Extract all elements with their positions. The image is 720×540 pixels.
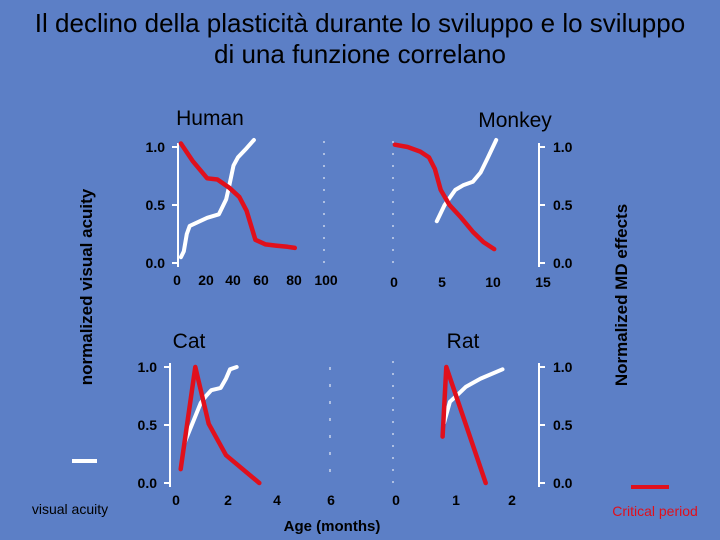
legend-critical-period-label: Critical period bbox=[612, 503, 698, 519]
panel-rat-x-tick-label: 0 bbox=[392, 492, 400, 508]
legend-visual-acuity-label: visual acuity bbox=[31, 501, 109, 517]
panel-rat-x-tick-label: 1 bbox=[452, 492, 460, 508]
panel-cat-y-tick-label: 0.5 bbox=[138, 417, 158, 433]
panel-human-critical-period-line bbox=[178, 141, 298, 251]
panel-human-y-tick-label: 1.0 bbox=[146, 139, 166, 155]
panel-cat-x-tick-label: 2 bbox=[224, 492, 232, 508]
panel-rat-y-tick-label: 0.5 bbox=[553, 417, 573, 433]
panel-rat-x-tick-label: 2 bbox=[508, 492, 516, 508]
panel-human-x-tick-label: 60 bbox=[253, 272, 269, 288]
panel-human-x-tick-label: 100 bbox=[314, 272, 338, 288]
panel-human-x-tick-label: 0 bbox=[173, 272, 181, 288]
panel-human-y-tick-label: 0.0 bbox=[146, 255, 166, 271]
panel-cat-critical-period-line bbox=[178, 364, 262, 486]
panel-monkey-title: Monkey bbox=[478, 109, 552, 132]
left-axis-title: normalized visual acuity bbox=[77, 188, 96, 385]
panel-monkey-x-tick-label: 5 bbox=[438, 274, 446, 290]
right-axis-title: Normalized MD effects bbox=[612, 204, 631, 386]
panel-monkey-critical-period-line bbox=[392, 142, 497, 252]
panel-human-y-tick-label: 0.5 bbox=[146, 197, 166, 213]
panel-monkey-y-tick-label: 1.0 bbox=[553, 139, 573, 155]
panel-cat-x-tick-label: 0 bbox=[172, 492, 180, 508]
panel-monkey-x-tick-label: 15 bbox=[535, 274, 551, 290]
panel-rat-visual-acuity-line bbox=[442, 367, 505, 425]
panel-cat-y-tick-label: 1.0 bbox=[138, 359, 158, 375]
x-axis-title: Age (months) bbox=[284, 518, 381, 535]
panel-human-x-tick-label: 40 bbox=[225, 272, 241, 288]
panel-rat-title: Rat bbox=[447, 330, 480, 353]
panel-human-title: Human bbox=[176, 107, 244, 130]
panel-monkey-x-tick-label: 0 bbox=[390, 274, 398, 290]
slide-title: Il declino della plasticità durante lo s… bbox=[34, 8, 686, 69]
panel-cat-x-tick-label: 4 bbox=[273, 492, 281, 508]
panel-monkey-y-tick-label: 0.5 bbox=[553, 197, 573, 213]
panel-cat-x-tick-label: 6 bbox=[327, 492, 335, 508]
panel-cat-title: Cat bbox=[173, 330, 206, 353]
panel-rat-y-tick-label: 1.0 bbox=[553, 359, 573, 375]
panel-human-x-tick-label: 20 bbox=[198, 272, 214, 288]
panel-cat-visual-acuity-line bbox=[182, 365, 239, 445]
panel-rat-y-tick-label: 0.0 bbox=[553, 475, 573, 491]
panel-cat-y-tick-label: 0.0 bbox=[138, 475, 158, 491]
panel-rat-critical-period-line bbox=[440, 364, 488, 486]
panel-human-x-tick-label: 80 bbox=[286, 272, 302, 288]
panel-monkey-visual-acuity-line bbox=[434, 138, 499, 224]
panel-human-visual-acuity-line bbox=[178, 138, 256, 260]
panel-monkey-y-tick-label: 0.0 bbox=[553, 255, 573, 271]
panel-monkey-x-tick-label: 10 bbox=[485, 274, 501, 290]
